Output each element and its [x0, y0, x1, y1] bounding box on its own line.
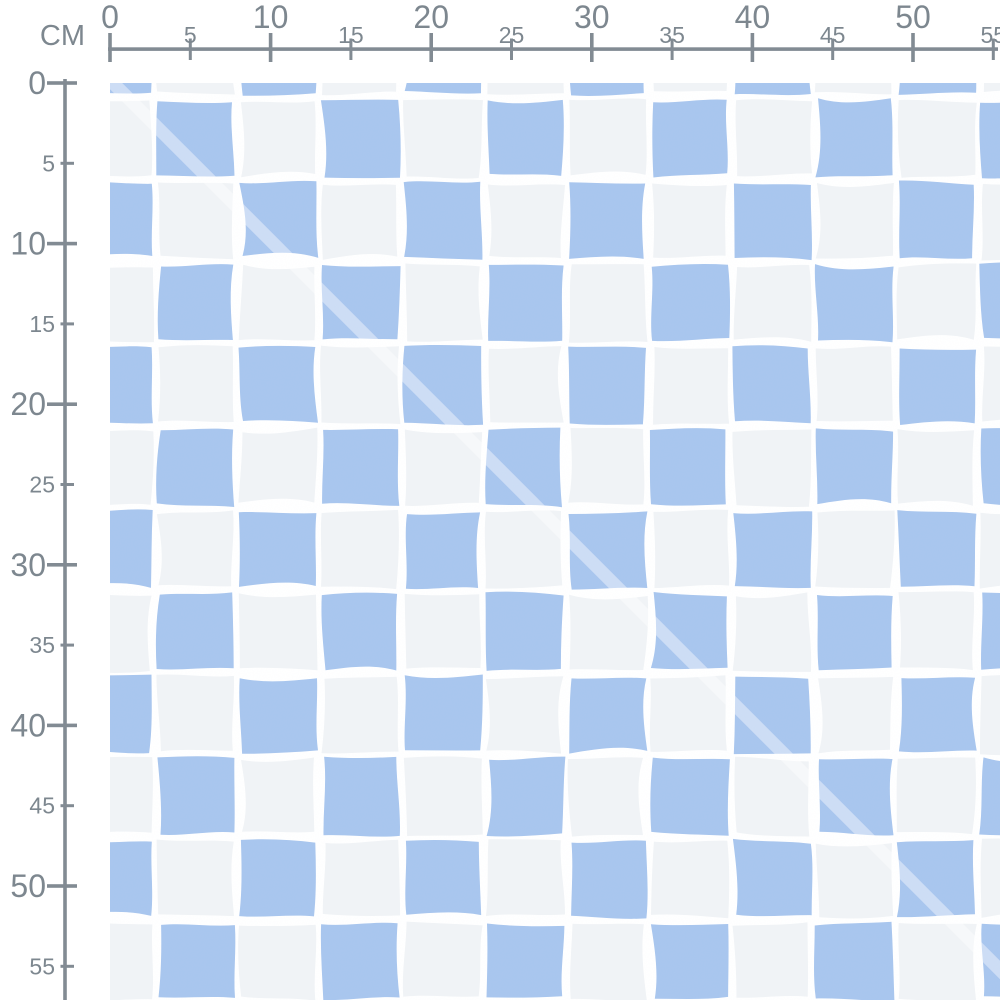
ruler-tick-label: 5	[42, 150, 55, 176]
ruler-tick-label: 35	[29, 632, 55, 658]
ruler-tick-minor	[831, 38, 835, 60]
ruler-tick-label: 55	[981, 22, 1000, 48]
paper-grain-overlay	[110, 83, 1000, 1000]
ruler-tick-label: 30	[10, 547, 46, 583]
ruler-tick-major	[590, 33, 594, 62]
ruler-tick-label: 5	[184, 22, 197, 48]
ruler-tick-label: 20	[10, 386, 46, 422]
ruler-tick-label: 25	[29, 472, 55, 498]
ruler-tick-major	[268, 33, 273, 62]
ruler-tick-label: 0	[101, 0, 119, 35]
vertical-ruler-cm: 0 5 10 15 20 25 30 35 40 45 50 55	[10, 65, 77, 1000]
ruler-line	[63, 79, 67, 1000]
ruler-tick-label: 30	[574, 0, 610, 35]
ruler-tick-minor	[60, 964, 74, 968]
ruler-tick-label: 45	[820, 22, 846, 48]
ruler-tick-label: 35	[659, 22, 685, 48]
ruler-tick-minor	[60, 643, 74, 647]
ruler-tick-label: 15	[338, 22, 364, 48]
ruler-tick-minor	[60, 322, 74, 326]
ruler-tick-label: 40	[10, 707, 46, 743]
ruler-tick-minor	[60, 161, 74, 165]
ruler-tick-minor	[60, 804, 74, 808]
ruler-tick-label: 10	[253, 0, 289, 35]
ruler-tick-label: 10	[10, 226, 46, 262]
ruler-units-label: CM	[40, 20, 85, 52]
horizontal-ruler-cm: 0 5 10 15 20 25 30 35 40 45 50 55	[101, 0, 1000, 62]
ruler-tick-label: 20	[413, 0, 449, 35]
ruler-tick-label: 50	[10, 868, 46, 904]
ruler-tick-major	[750, 33, 755, 62]
ruler-tick-label: 45	[29, 793, 55, 819]
ruler-tick-minor	[670, 38, 674, 60]
ruler-tick-minor	[60, 483, 74, 486]
ruler-tick-major	[911, 33, 915, 62]
ruler-tick-minor	[188, 38, 192, 60]
ruler-tick-label: 15	[29, 311, 55, 337]
ruler-tick-major	[47, 563, 77, 567]
ruler-tick-major	[47, 241, 77, 246]
ruler-tick-major	[108, 33, 112, 62]
ruler-tick-label: 55	[29, 953, 55, 979]
ruler-units-badge: CM	[40, 20, 85, 52]
ruler-tick-minor	[510, 38, 513, 60]
ruler-tick-label: 25	[499, 22, 525, 48]
ruler-tick-minor	[991, 38, 995, 60]
checkerboard-pattern-swatch	[110, 83, 1000, 1000]
ruler-tick-major	[47, 884, 77, 888]
ruler-tick-major	[47, 402, 77, 406]
ruler-tick-major	[47, 81, 77, 85]
ruler-tick-minor	[349, 38, 353, 60]
ruler-line	[108, 47, 998, 51]
ruler-tick-label: 50	[895, 0, 931, 35]
ruler-tick-label: 0	[28, 65, 46, 101]
ruler-tick-major	[47, 723, 77, 728]
ruler-tick-major	[429, 33, 433, 62]
ruler-tick-label: 40	[735, 0, 771, 35]
